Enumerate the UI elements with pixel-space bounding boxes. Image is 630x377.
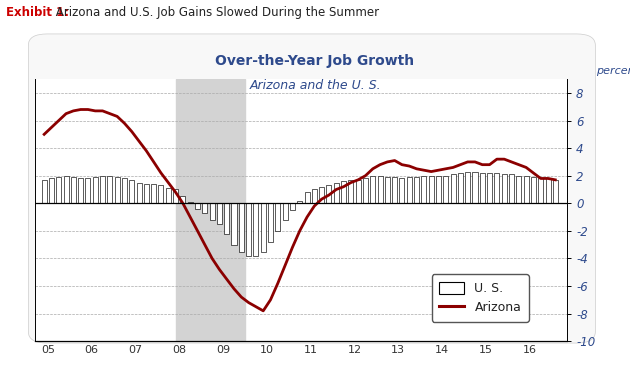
Bar [202, 203, 207, 213]
Bar [100, 176, 105, 203]
Bar [319, 187, 324, 203]
Bar [341, 181, 346, 203]
Bar [283, 203, 288, 220]
Bar [188, 202, 193, 203]
Bar [253, 203, 258, 256]
Bar [290, 203, 295, 210]
Text: Exhibit 1:: Exhibit 1: [6, 6, 69, 18]
Bar [166, 188, 171, 203]
Bar [538, 178, 543, 203]
Bar [239, 203, 244, 251]
Text: Arizona and U.S. Job Gains Slowed During the Summer: Arizona and U.S. Job Gains Slowed During… [52, 6, 379, 18]
Text: percent: percent [596, 66, 630, 76]
Bar [501, 174, 507, 203]
Bar [246, 203, 251, 256]
Bar [176, 79, 245, 341]
Bar [56, 177, 61, 203]
Bar [312, 190, 317, 203]
Bar [377, 176, 382, 203]
Bar [173, 190, 178, 203]
Bar [436, 176, 441, 203]
Bar [524, 176, 529, 203]
Bar [93, 177, 98, 203]
Bar [414, 177, 419, 203]
Bar [217, 203, 222, 224]
Bar [107, 176, 112, 203]
Bar [115, 177, 120, 203]
Bar [151, 184, 156, 203]
Bar [231, 203, 236, 245]
Bar [195, 203, 200, 209]
Bar [385, 177, 390, 203]
Bar [49, 178, 54, 203]
Bar [261, 203, 266, 251]
Text: Over-the-Year Job Growth: Over-the-Year Job Growth [215, 54, 415, 68]
Bar [487, 173, 492, 203]
Bar [531, 177, 536, 203]
Bar [64, 176, 69, 203]
Bar [553, 180, 558, 203]
Bar [297, 201, 302, 203]
Bar [129, 180, 134, 203]
Bar [275, 203, 280, 231]
Bar [428, 176, 433, 203]
Bar [210, 203, 215, 220]
Bar [86, 178, 91, 203]
Bar [326, 185, 331, 203]
Bar [363, 178, 368, 203]
Bar [480, 173, 485, 203]
Bar [472, 172, 478, 203]
Bar [450, 174, 455, 203]
Bar [495, 173, 500, 203]
Bar [159, 185, 164, 203]
Bar [516, 176, 521, 203]
Bar [224, 203, 229, 234]
Text: Arizona and the U. S.: Arizona and the U. S. [249, 79, 381, 92]
Bar [392, 177, 397, 203]
Bar [355, 180, 360, 203]
Bar [421, 176, 427, 203]
Bar [71, 177, 76, 203]
Bar [348, 180, 353, 203]
Bar [458, 173, 463, 203]
Bar [399, 178, 404, 203]
Bar [137, 182, 142, 203]
Bar [180, 196, 185, 203]
Bar [509, 174, 514, 203]
Bar [546, 178, 551, 203]
Bar [42, 180, 47, 203]
Bar [304, 192, 309, 203]
Bar [122, 178, 127, 203]
Bar [268, 203, 273, 242]
Bar [370, 176, 375, 203]
Bar [78, 178, 83, 203]
Bar [444, 176, 449, 203]
Bar [334, 182, 339, 203]
Bar [407, 177, 412, 203]
Bar [144, 184, 149, 203]
Bar [465, 172, 470, 203]
Legend: U. S., Arizona: U. S., Arizona [432, 274, 529, 322]
